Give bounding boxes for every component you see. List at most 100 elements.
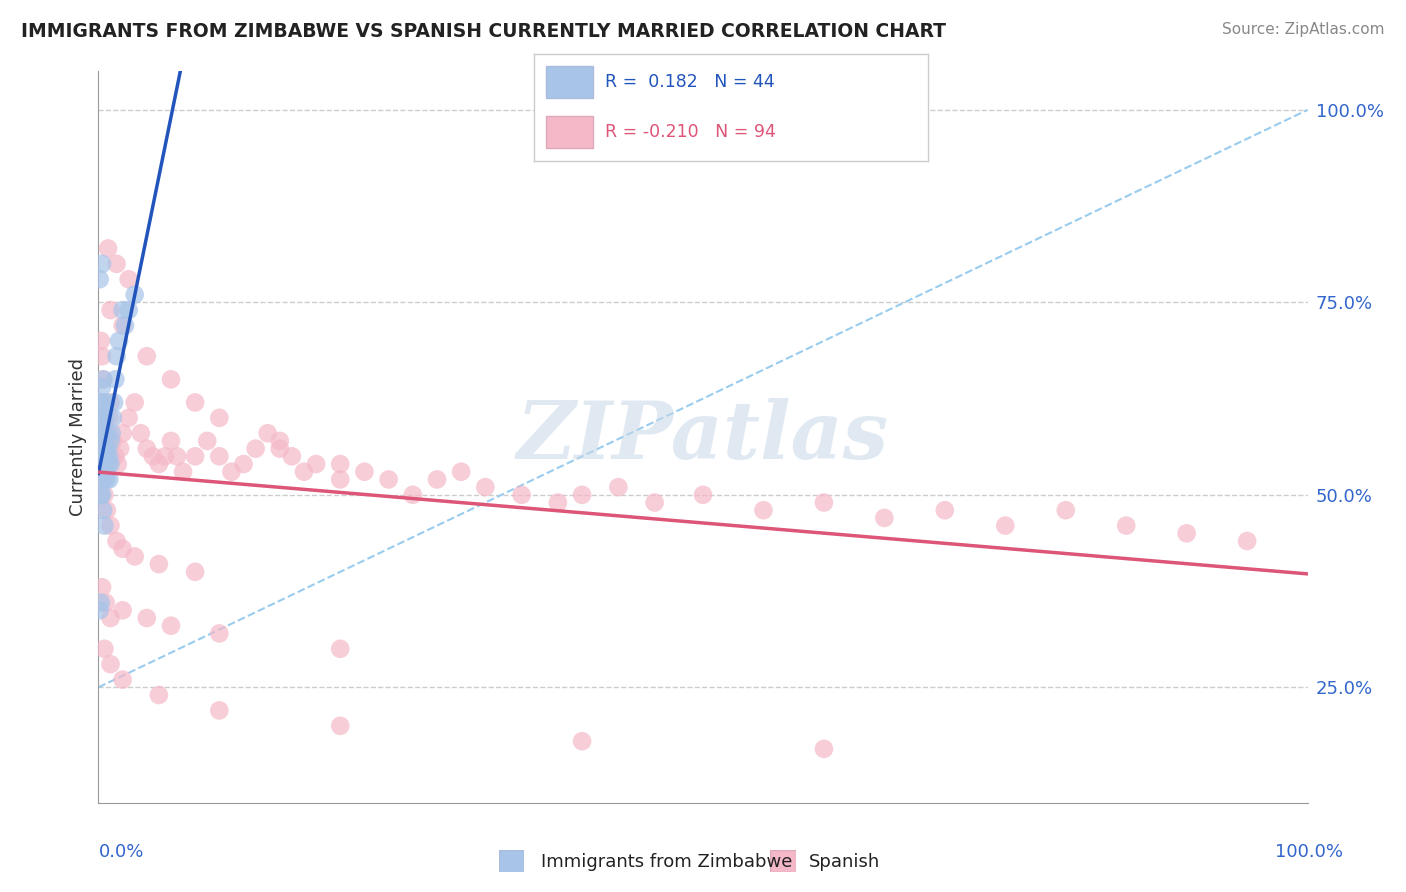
Point: [98, 450, 121, 464]
Text: ZIPatlas: ZIPatlas: [517, 399, 889, 475]
Point: [96, 472, 118, 486]
Point: [329, 457, 352, 471]
Point: [93, 426, 115, 441]
Point: [135, 349, 157, 363]
Point: [94, 410, 117, 425]
Point: [305, 457, 328, 471]
Point: [256, 426, 278, 441]
Point: [100, 426, 122, 441]
Point: [160, 372, 183, 386]
Text: R = -0.210   N = 94: R = -0.210 N = 94: [605, 123, 776, 141]
Point: [94, 426, 117, 441]
Point: [96, 442, 118, 456]
Point: [994, 518, 1017, 533]
Point: [89, 457, 111, 471]
Point: [1054, 503, 1077, 517]
Point: [160, 618, 183, 632]
Point: [91, 472, 114, 486]
Point: [1236, 534, 1258, 549]
Point: [90, 334, 112, 348]
Text: 100.0%: 100.0%: [1275, 843, 1343, 861]
Point: [426, 472, 449, 486]
Point: [172, 465, 194, 479]
Point: [208, 626, 231, 640]
Point: [100, 303, 122, 318]
Point: [101, 410, 124, 425]
Point: [98, 410, 121, 425]
Point: [153, 450, 176, 464]
Point: [402, 488, 425, 502]
Point: [118, 272, 141, 286]
Bar: [546, 66, 593, 98]
Point: [245, 442, 267, 456]
Point: [100, 611, 122, 625]
Point: [329, 641, 352, 656]
Point: [90, 426, 112, 441]
Point: [96, 503, 118, 517]
Point: [89, 395, 111, 409]
Point: [93, 488, 115, 502]
Point: [208, 703, 231, 717]
Point: [873, 511, 896, 525]
Point: [118, 410, 141, 425]
Point: [474, 480, 496, 494]
Point: [104, 450, 127, 464]
Point: [114, 318, 136, 333]
Point: [1115, 518, 1137, 533]
Point: [269, 434, 291, 448]
Point: [94, 457, 117, 471]
Point: [607, 480, 630, 494]
Point: [98, 472, 121, 486]
Point: [813, 495, 835, 509]
Point: [118, 303, 141, 318]
Text: Spanish: Spanish: [808, 853, 880, 871]
Point: [101, 434, 124, 448]
Point: [547, 495, 569, 509]
Point: [93, 641, 115, 656]
Point: [91, 372, 114, 386]
Point: [104, 372, 127, 386]
Point: [105, 257, 128, 271]
Point: [208, 410, 231, 425]
Point: [269, 442, 291, 456]
Point: [89, 410, 111, 425]
Text: Immigrants from Zimbabwe: Immigrants from Zimbabwe: [541, 853, 793, 871]
Point: [135, 611, 157, 625]
Point: [89, 603, 111, 617]
Point: [100, 395, 122, 409]
Point: [94, 395, 117, 409]
Point: [89, 272, 111, 286]
Point: [571, 488, 593, 502]
Point: [100, 457, 122, 471]
Point: [91, 257, 114, 271]
Point: [107, 457, 129, 471]
Point: [129, 426, 152, 441]
Point: [100, 434, 122, 448]
Point: [124, 395, 146, 409]
Point: [103, 395, 125, 409]
Point: [124, 549, 146, 564]
Text: R =  0.182   N = 44: R = 0.182 N = 44: [605, 73, 775, 91]
Point: [91, 580, 114, 594]
Point: [111, 541, 134, 556]
Point: [105, 349, 128, 363]
Text: IMMIGRANTS FROM ZIMBABWE VS SPANISH CURRENTLY MARRIED CORRELATION CHART: IMMIGRANTS FROM ZIMBABWE VS SPANISH CURR…: [21, 22, 946, 41]
Point: [91, 349, 114, 363]
Point: [111, 603, 134, 617]
Point: [91, 450, 114, 464]
Point: [97, 426, 120, 441]
Point: [100, 657, 122, 672]
Point: [1175, 526, 1198, 541]
Point: [329, 472, 352, 486]
Point: [111, 673, 134, 687]
Point: [90, 395, 112, 409]
Point: [184, 565, 207, 579]
Point: [90, 596, 112, 610]
Point: [96, 465, 118, 479]
Point: [93, 410, 115, 425]
Point: [111, 426, 134, 441]
Point: [100, 518, 122, 533]
Point: [353, 465, 375, 479]
Point: [108, 334, 131, 348]
Point: [934, 503, 956, 517]
